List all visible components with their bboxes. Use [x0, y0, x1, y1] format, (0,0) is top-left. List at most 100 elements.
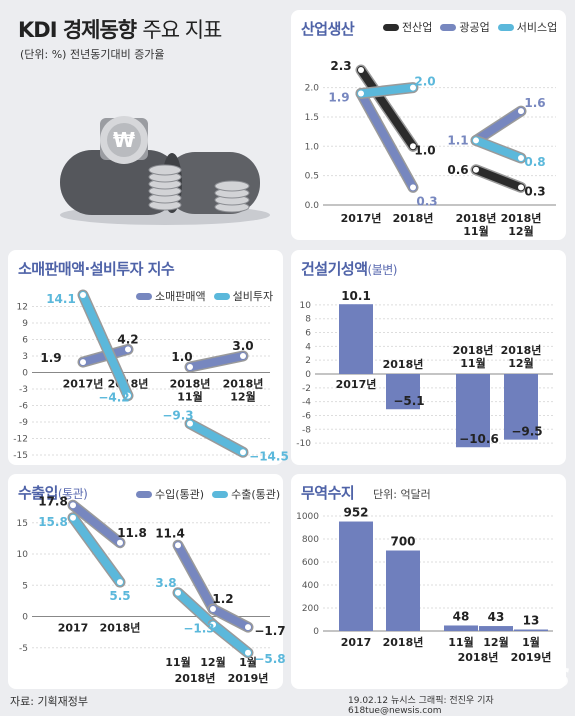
x-tick-label: 12월	[508, 356, 533, 370]
source-note: 자료: 기획재정부	[10, 695, 89, 708]
data-point	[117, 539, 123, 546]
data-label: 2.0	[414, 75, 435, 89]
series-line	[209, 620, 252, 657]
panel-trade: 수출입(통관) 수입(통관) 수출(통관) 15 10 5 0 -5 2017 2018년 1…	[8, 474, 286, 689]
data-label: −9.5	[511, 425, 542, 439]
y-tick-label: -8	[302, 425, 311, 435]
data-point	[473, 137, 479, 144]
data-label: 11.4	[155, 526, 185, 540]
data-label: 5.5	[109, 589, 130, 603]
data-label: 0.3	[416, 194, 437, 208]
data-label: 1.2	[212, 592, 233, 606]
bar	[386, 374, 420, 410]
x-tick-label: 2017년	[63, 377, 104, 391]
data-point	[187, 420, 193, 427]
data-label: 0.6	[447, 163, 468, 177]
x-tick-label: 2018년	[456, 211, 497, 225]
panel-title: 건설기성액(불변)	[301, 260, 397, 278]
data-point	[358, 67, 364, 73]
y-tick-label: -2	[302, 384, 311, 394]
data-label: 4.2	[117, 332, 138, 346]
chart-trade: 15 10 5 0 -5 2017 2018년 11월 12월 1월 17.8 11.8 11.4 1.2…	[17, 494, 286, 685]
series-line	[186, 352, 247, 372]
x-tick-label: 11월	[177, 390, 202, 404]
series-line	[472, 136, 525, 163]
y-tick-label: 10	[17, 550, 29, 560]
y-tick-label: 12	[17, 303, 28, 313]
bar	[444, 625, 478, 631]
x-tick-label: 1월	[522, 635, 540, 649]
y-tick-label: 2.0	[305, 84, 320, 94]
series-line	[174, 588, 217, 629]
data-point	[175, 589, 181, 596]
data-point	[240, 353, 246, 360]
data-point	[410, 143, 416, 150]
y-tick-label: 6	[305, 329, 311, 339]
x-tick-label: 2018년	[393, 211, 434, 225]
data-label: 1.0	[171, 350, 192, 364]
page-title: KDI 경제동향 주요 지표	[18, 18, 222, 42]
y-tick-label: 0	[22, 369, 28, 379]
data-label: 0.3	[524, 184, 545, 198]
y-tick-label: -9	[19, 418, 28, 428]
data-label: −5.8	[254, 652, 285, 666]
data-point	[358, 90, 364, 97]
data-label: −1.3	[183, 622, 214, 636]
y-tick-label: 15	[17, 519, 28, 529]
x-tick-label: 12월	[230, 390, 255, 404]
legend: 소매판매액 설비투자	[136, 288, 273, 304]
x-tick-label: 11월	[448, 635, 473, 649]
series-line	[472, 165, 525, 192]
data-label: 3.0	[232, 339, 253, 353]
x-tick-label: 11월	[463, 224, 488, 238]
y-tick-label: -10	[296, 439, 311, 449]
y-tick-label: -5	[19, 644, 28, 654]
legend-item: 광공업	[440, 19, 490, 35]
data-point	[210, 606, 216, 612]
bar	[504, 374, 538, 440]
y-tick-label: 8	[305, 315, 311, 325]
y-tick-label: -3	[19, 385, 28, 395]
data-label: 0.8	[524, 155, 545, 169]
y-tick-label: 3	[22, 352, 28, 362]
legend-item: 소매판매액	[136, 288, 206, 304]
x-tick-label: 2018년	[383, 635, 424, 649]
x-tick-label: 2018년	[453, 343, 494, 357]
x-tick-label: 2017	[58, 622, 89, 635]
data-point	[80, 292, 86, 298]
y-tick-label: 2	[305, 356, 311, 366]
data-label: −1.7	[254, 624, 285, 638]
data-point	[117, 579, 123, 586]
data-label: 48	[453, 609, 470, 623]
watermark: NEWSIS	[455, 664, 571, 694]
y-tick-label: 5	[22, 581, 28, 591]
x-tick-label: 2017년	[336, 377, 377, 391]
y-tick-label: 600	[302, 558, 319, 568]
data-point	[245, 624, 251, 631]
y-tick-label: -6	[302, 411, 311, 421]
data-point	[187, 364, 193, 371]
y-tick-label: -12	[13, 435, 28, 445]
bar	[339, 304, 373, 374]
series-line	[79, 291, 132, 400]
data-point	[210, 621, 216, 628]
data-point	[175, 542, 181, 549]
series-line	[186, 419, 247, 457]
x-tick-label: 2018년	[170, 377, 211, 391]
data-label: 700	[390, 535, 415, 549]
legend-item: 설비투자	[213, 288, 273, 304]
y-tick-label: 6	[22, 336, 28, 346]
chart-retail: 129630-3-6-9-12-152017년2018년2018년11월2018…	[13, 289, 289, 463]
x-tick-label: 2018년	[223, 377, 264, 391]
series-line	[69, 513, 124, 587]
data-label: 10.1	[341, 289, 371, 303]
data-label: 2.3	[330, 59, 351, 73]
x-tick-label: 12월	[508, 224, 533, 238]
bar	[339, 521, 373, 631]
data-point	[125, 392, 131, 399]
data-label: 1.6	[524, 96, 545, 110]
panel-title: 무역수지	[301, 484, 355, 502]
data-point	[473, 166, 479, 173]
unit-label: 단위: 억달러	[373, 488, 431, 501]
